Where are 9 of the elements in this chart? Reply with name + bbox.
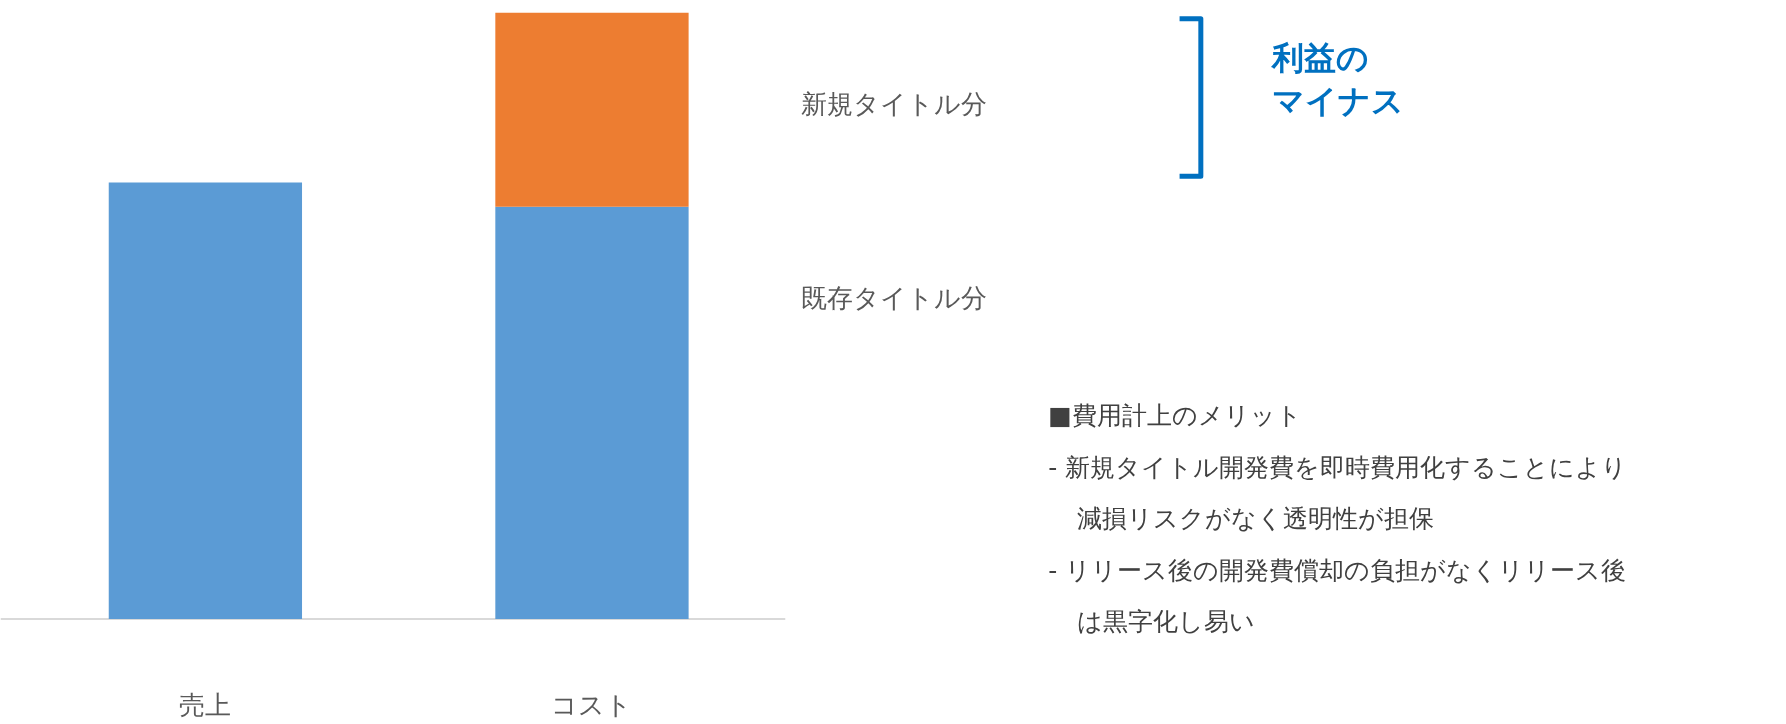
text: - リリース後の開発費償却の負担がなくリリース後は黒字化し易い <box>1048 555 1627 637</box>
text: - 新規タイトル開発費を即時費用化することにより減損リスクがなく透明性が担保 <box>1048 452 1628 534</box>
text: 既存タイトル分 <box>800 282 987 313</box>
text: 利益の <box>1270 39 1370 78</box>
text: ■費用計上のメリット <box>1048 401 1302 431</box>
text: マイナス <box>1272 81 1405 120</box>
x-tick-label: コスト <box>551 689 633 720</box>
text: 新規タイトル分 <box>800 88 987 119</box>
x-tick-label: 売上 <box>179 689 232 720</box>
